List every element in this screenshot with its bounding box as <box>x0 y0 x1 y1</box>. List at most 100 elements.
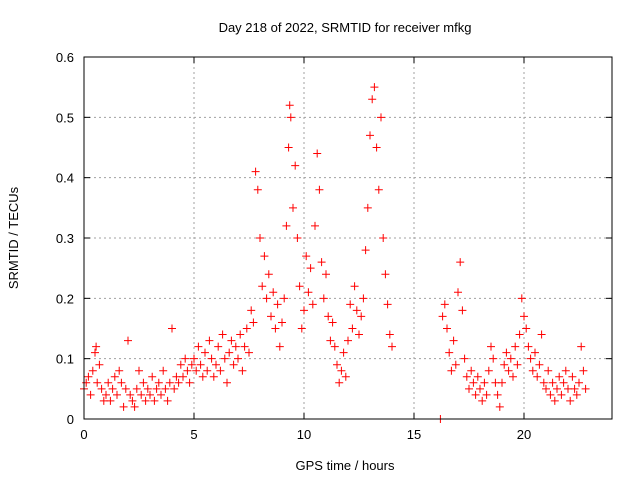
data-point <box>548 378 557 387</box>
data-point <box>330 342 339 351</box>
data-point <box>451 360 460 369</box>
data-point <box>579 366 588 375</box>
data-point <box>383 300 392 309</box>
data-point <box>502 348 511 357</box>
data-point <box>251 167 260 176</box>
data-point <box>168 324 176 333</box>
data-point <box>234 354 242 363</box>
data-point <box>170 384 179 393</box>
data-point <box>493 390 502 399</box>
data-point <box>165 378 174 387</box>
data-point <box>319 294 328 303</box>
data-point <box>154 378 163 387</box>
data-point <box>181 354 190 363</box>
data-point <box>278 318 286 327</box>
data-point <box>374 185 383 194</box>
data-point <box>504 366 513 375</box>
data-point <box>440 300 449 309</box>
x-tick-label: 20 <box>517 427 531 442</box>
data-point <box>293 234 302 242</box>
data-point <box>308 300 317 309</box>
data-point <box>220 354 229 363</box>
data-point <box>198 372 207 381</box>
data-point <box>456 258 465 267</box>
data-point <box>93 378 102 387</box>
data-point <box>313 149 322 158</box>
x-axis-title: GPS time / hours <box>296 458 395 473</box>
data-point <box>557 390 566 399</box>
data-point <box>302 252 311 261</box>
data-point <box>306 264 315 273</box>
data-point <box>146 390 154 399</box>
y-tick-label: 0.2 <box>56 291 74 306</box>
data-point <box>359 294 368 303</box>
data-point <box>328 318 337 327</box>
data-point <box>106 396 115 405</box>
data-point <box>341 372 350 381</box>
data-point <box>84 372 93 381</box>
data-point <box>555 372 564 381</box>
data-point <box>209 372 218 381</box>
data-point <box>454 288 462 297</box>
data-point <box>201 348 209 357</box>
data-point <box>205 336 214 345</box>
data-point <box>236 330 245 339</box>
data-point <box>223 378 231 387</box>
data-point <box>324 312 333 321</box>
data-point <box>559 378 568 387</box>
data-point <box>489 354 498 363</box>
data-point <box>352 306 361 315</box>
data-point <box>385 330 394 339</box>
data-point <box>370 83 379 92</box>
data-point <box>163 396 172 405</box>
data-point <box>528 366 537 375</box>
data-point <box>322 270 330 279</box>
data-point <box>150 396 159 405</box>
data-point <box>311 221 319 230</box>
data-point <box>203 366 212 375</box>
data-point <box>91 348 99 357</box>
data-point <box>469 378 478 387</box>
y-axis-title: SRMTID / TECUs <box>6 186 21 289</box>
data-point <box>128 396 137 405</box>
data-point <box>280 294 289 303</box>
data-point <box>443 324 451 333</box>
data-point <box>291 161 300 170</box>
data-point <box>511 342 520 351</box>
data-point <box>526 354 535 363</box>
data-point <box>357 312 366 321</box>
data-point <box>462 372 471 381</box>
data-point <box>216 366 225 375</box>
data-point <box>572 390 581 399</box>
data-point <box>159 366 168 375</box>
data-point <box>97 384 106 393</box>
data-point <box>467 366 476 375</box>
data-point <box>262 294 271 303</box>
data-point <box>297 324 306 333</box>
data-point <box>282 221 291 230</box>
data-point <box>449 336 458 345</box>
data-point <box>141 396 150 405</box>
data-points <box>80 83 590 423</box>
data-point <box>476 384 484 393</box>
data-point <box>517 294 526 303</box>
data-point <box>273 300 282 309</box>
data-point <box>471 390 480 399</box>
data-point <box>522 324 531 333</box>
data-point <box>460 354 469 363</box>
data-point <box>355 330 363 339</box>
data-point <box>289 203 297 212</box>
data-point <box>185 378 194 387</box>
data-point <box>495 402 504 411</box>
data-point <box>500 360 509 369</box>
y-tick-label: 0 <box>67 412 74 427</box>
data-point <box>214 342 223 351</box>
data-point <box>227 336 236 345</box>
data-point <box>275 342 284 351</box>
data-point <box>388 342 396 351</box>
data-point <box>339 348 348 357</box>
data-point <box>317 258 326 267</box>
data-point <box>550 396 559 405</box>
